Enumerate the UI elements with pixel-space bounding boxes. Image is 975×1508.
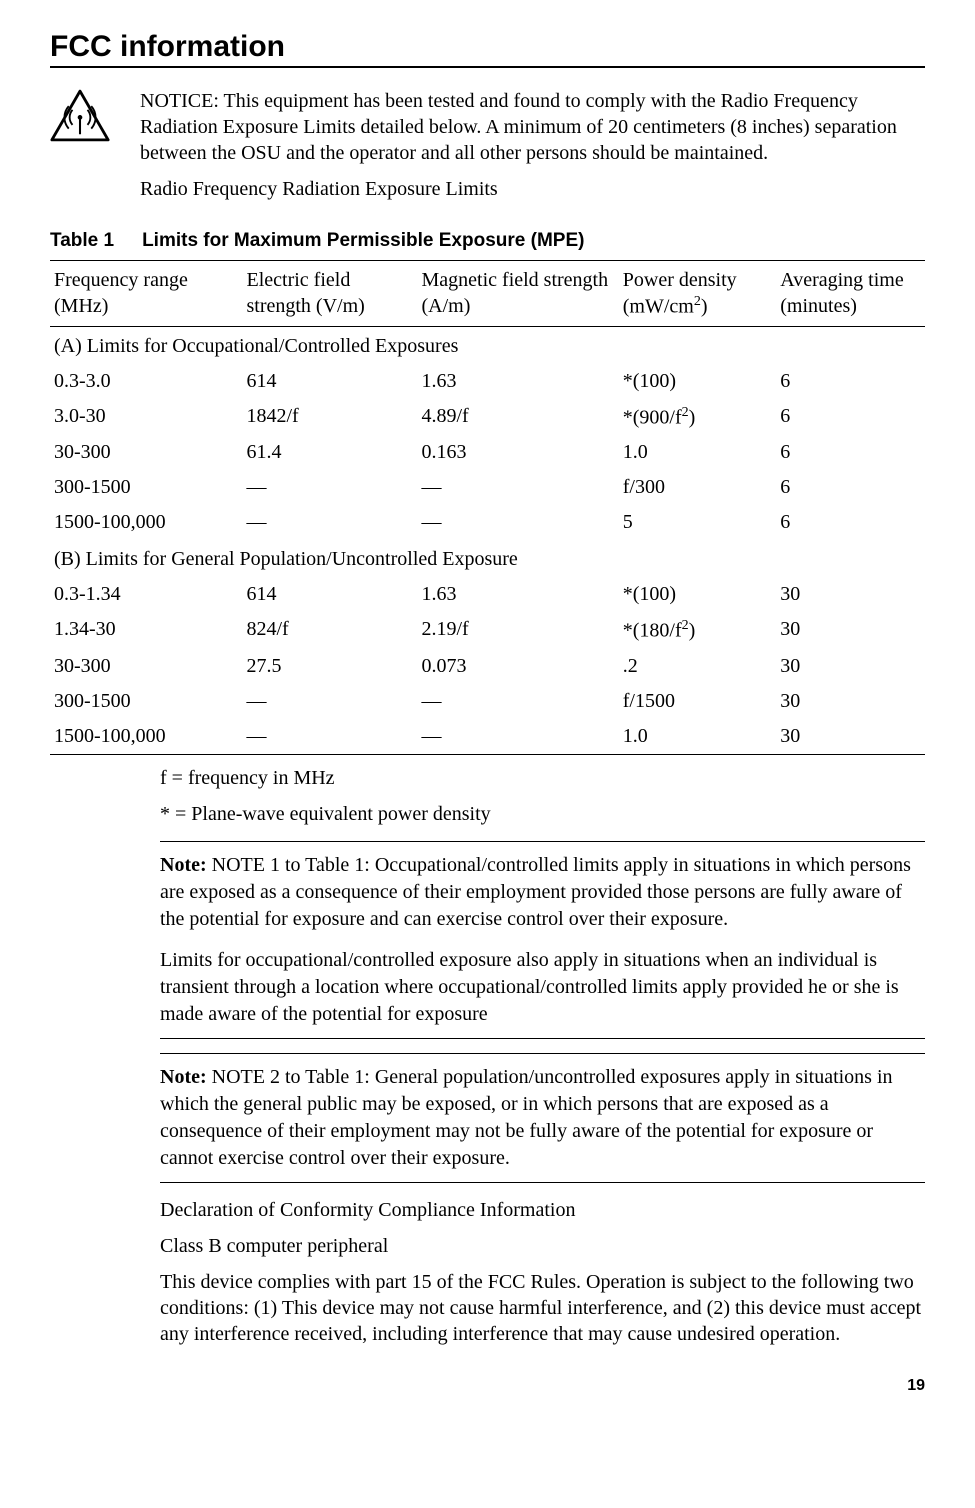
table-row: 300-1500——f/3006 (50, 470, 925, 505)
note-1-text-2: Limits for occupational/controlled expos… (160, 947, 925, 1028)
table-caption: Table 1 Limits for Maximum Permissible Ex… (50, 230, 925, 252)
notice-block: NOTICE: This equipment has been tested a… (50, 88, 925, 212)
table-row: 30-30061.40.1631.06 (50, 435, 925, 470)
rf-warning-icon (50, 88, 120, 212)
section-b-header: (B) Limits for General Population/Uncont… (50, 540, 925, 577)
note-1: Note: NOTE 1 to Table 1: Occupational/co… (160, 841, 925, 1039)
declaration-title: Declaration of Conformity Compliance Inf… (160, 1197, 925, 1223)
section-a-header: (A) Limits for Occupational/Controlled E… (50, 326, 925, 364)
table-title: Limits for Maximum Permissible Exposure … (142, 230, 584, 251)
table-row: 3.0-301842/f4.89/f *(900/f2) 6 (50, 399, 925, 436)
table-row: 1500-100,000——56 (50, 505, 925, 540)
th-averaging: Averaging time (minutes) (776, 261, 925, 327)
table-row: 300-1500——f/150030 (50, 684, 925, 719)
table-row: 30-30027.50.073.230 (50, 649, 925, 684)
th-power-density: Power density (mW/cm2) (619, 261, 777, 327)
table-number: Table 1 (50, 230, 114, 251)
note-1-label: Note: (160, 854, 207, 876)
note-2-label: Note: (160, 1066, 207, 1088)
th-efield: Electric field strength (V/m) (243, 261, 418, 327)
note-1-text: NOTE 1 to Table 1: Occupational/controll… (160, 854, 911, 930)
mpe-table: Frequency range (MHz) Electric field str… (50, 260, 925, 755)
legend-star: * = Plane-wave equivalent power density (160, 801, 925, 827)
notice-text: NOTICE: This equipment has been tested a… (140, 88, 925, 166)
page-title: FCC information (50, 30, 925, 68)
notice-subline: Radio Frequency Radiation Exposure Limit… (140, 176, 925, 202)
declaration-body: This device complies with part 15 of the… (160, 1269, 925, 1347)
declaration-class: Class B computer peripheral (160, 1233, 925, 1259)
table-row: 0.3-1.346141.63*(100)30 (50, 577, 925, 612)
th-frequency: Frequency range (MHz) (50, 261, 243, 327)
table-row: 1.34-30824/f2.19/f *(180/f2) 30 (50, 612, 925, 649)
th-mfield: Magnetic field strength (A/m) (418, 261, 619, 327)
table-body: (A) Limits for Occupational/Controlled E… (50, 326, 925, 754)
note-2: Note: NOTE 2 to Table 1: General populat… (160, 1053, 925, 1183)
table-row: 1500-100,000——1.030 (50, 719, 925, 755)
legend-f: f = frequency in MHz (160, 765, 925, 791)
table-row: 0.3-3.06141.63*(100)6 (50, 364, 925, 399)
note-2-text: NOTE 2 to Table 1: General population/un… (160, 1066, 893, 1169)
page-number: 19 (50, 1377, 925, 1395)
